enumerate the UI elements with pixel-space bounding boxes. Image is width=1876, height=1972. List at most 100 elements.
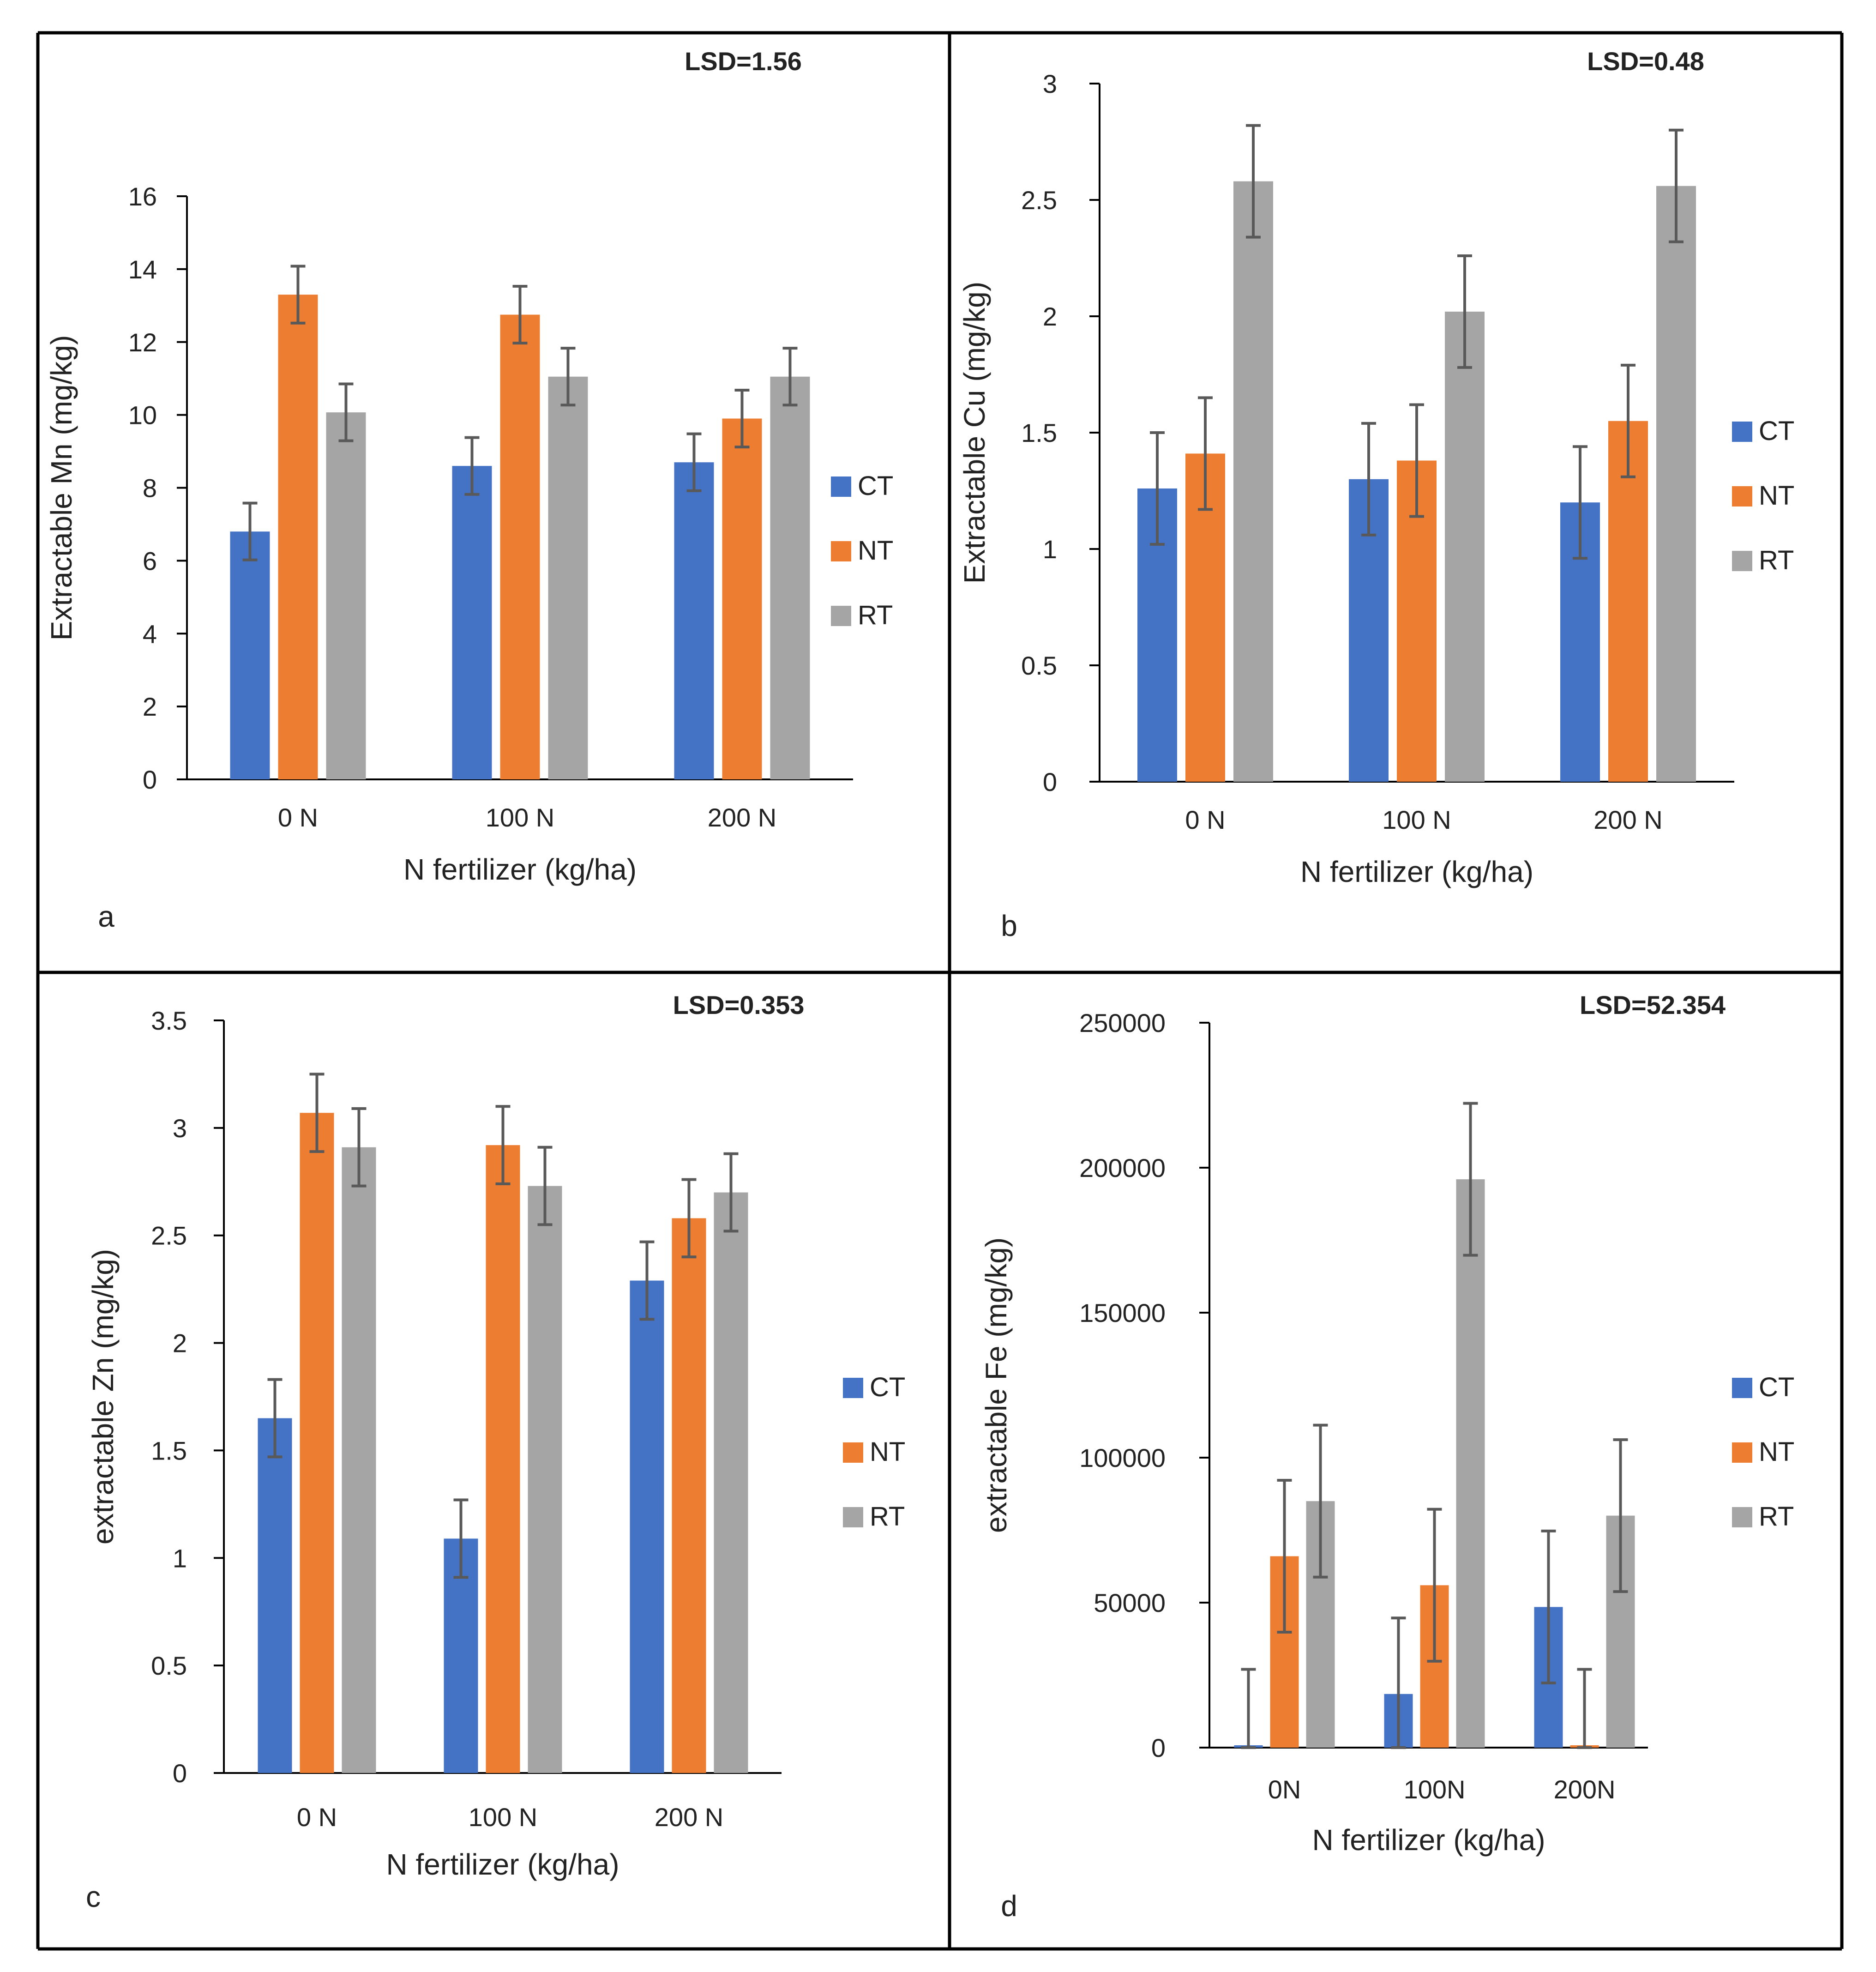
x-category-label: 0N: [1268, 1775, 1301, 1804]
x-category-label: 200N: [1554, 1775, 1616, 1804]
y-tick-label: 2.5: [1021, 186, 1057, 215]
legend: CT NT RT: [1732, 1372, 1794, 1532]
legend-label-CT: CT: [1759, 416, 1794, 446]
bar-RT-1: [1456, 1179, 1485, 1748]
legend-label-CT: CT: [858, 471, 893, 501]
legend-label-RT: RT: [1759, 545, 1794, 575]
y-tick-label: 14: [128, 255, 157, 284]
bar-RT-1: [1445, 311, 1485, 782]
y-axis-title: extractable Zn (mg/kg): [86, 1249, 120, 1544]
bar-NT-2: [1608, 421, 1648, 782]
lsd-annotation: LSD=52.354: [1580, 990, 1726, 1019]
y-tick-label: 8: [143, 474, 157, 503]
x-axis-title: N fertilizer (kg/ha): [1312, 1823, 1545, 1857]
y-tick-label: 1: [173, 1544, 187, 1573]
bar-CT-1: [452, 466, 492, 779]
legend: CT NT RT: [831, 471, 893, 630]
panel-letter: d: [1001, 1889, 1017, 1923]
y-tick-label: 250000: [1079, 1008, 1166, 1037]
x-category-label: 0 N: [297, 1803, 337, 1832]
bar-RT-0: [342, 1147, 376, 1773]
y-tick-label: 1.5: [1021, 418, 1057, 447]
bar-CT-0: [258, 1418, 292, 1773]
y-tick-label: 12: [128, 328, 157, 357]
y-tick-label: 1: [1043, 535, 1057, 564]
legend-swatch-NT: [1732, 1442, 1752, 1463]
x-axis-title: N fertilizer (kg/ha): [1300, 855, 1533, 888]
y-axis-title: extractable Fe (mg/kg): [980, 1237, 1013, 1533]
x-category-label: 200 N: [1593, 805, 1662, 834]
y-tick-label: 50000: [1094, 1588, 1166, 1617]
legend-swatch-RT: [1732, 1507, 1752, 1527]
legend-label-NT: NT: [1759, 481, 1794, 511]
lsd-annotation: LSD=0.48: [1587, 47, 1704, 76]
y-tick-label: 10: [128, 401, 157, 430]
panel-borders: [36, 31, 1844, 1951]
y-tick-label: 150000: [1079, 1298, 1166, 1327]
panel-letter: a: [98, 900, 114, 933]
x-category-label: 100 N: [486, 803, 554, 832]
y-tick-label: 0: [1151, 1733, 1166, 1762]
chart-panel-c: 0 0.5 1 1.5 2 2.5 3 3.5 0 N 100 N 200 N N fertilize…: [86, 990, 905, 1913]
x-category-label: 100N: [1404, 1775, 1466, 1804]
y-tick-label: 3: [1043, 69, 1057, 98]
bar-CT-0: [230, 531, 270, 779]
legend-swatch-RT: [1732, 551, 1752, 571]
bar-RT-2: [714, 1192, 748, 1773]
bar-CT-2: [674, 462, 714, 779]
bar-NT-1: [500, 314, 540, 779]
legend-label-NT: NT: [858, 536, 893, 566]
bar-RT-2: [770, 376, 810, 779]
bar-NT-2: [672, 1218, 706, 1773]
panel-letter: b: [1001, 909, 1017, 942]
y-tick-label: 6: [143, 546, 157, 575]
bar-RT-1: [528, 1186, 562, 1773]
panel-letter: c: [86, 1880, 101, 1913]
y-tick-label: 1.5: [151, 1436, 187, 1465]
x-category-label: 200 N: [655, 1803, 723, 1832]
x-category-label: 0 N: [1185, 805, 1225, 834]
y-tick-label: 2: [143, 692, 157, 721]
bar-NT-0: [300, 1113, 334, 1773]
y-axis-title: Extractable Cu (mg/kg): [958, 282, 991, 584]
lsd-annotation: LSD=1.56: [685, 47, 802, 76]
bar-NT-1: [486, 1145, 520, 1773]
x-category-label: 100 N: [1382, 805, 1451, 834]
legend-label-CT: CT: [1759, 1372, 1794, 1402]
bar-CT-2: [630, 1280, 664, 1773]
lsd-annotation: LSD=0.353: [673, 990, 805, 1019]
y-tick-label: 100000: [1079, 1443, 1166, 1472]
legend-swatch-CT: [831, 476, 851, 497]
x-axis-title: N fertilizer (kg/ha): [403, 853, 637, 886]
legend: CT NT RT: [843, 1372, 905, 1532]
legend-label-RT: RT: [1759, 1502, 1794, 1532]
y-tick-label: 0: [173, 1759, 187, 1788]
y-axis-title: Extractable Mn (mg/kg): [45, 335, 78, 641]
y-tick-label: 0.5: [151, 1651, 187, 1680]
bar-NT-2: [722, 418, 762, 779]
y-tick-label: 2: [1043, 302, 1057, 331]
chart-panel-d: 0 50000 100000 150000 200000 250000 0N 100N 200N…: [980, 990, 1794, 1923]
legend-swatch-RT: [831, 606, 851, 626]
chart-panel-a: 0 2 4 6 8 10 12 14 16 0 N 100 N 200 N N fertilizer (…: [45, 47, 893, 933]
bar-NT-0: [278, 295, 318, 779]
legend-swatch-NT: [831, 541, 851, 561]
x-axis-title: N fertilizer (kg/ha): [386, 1848, 619, 1881]
legend-swatch-NT: [1732, 486, 1752, 507]
y-tick-label: 0: [143, 765, 157, 794]
y-tick-label: 3: [173, 1114, 187, 1143]
bar-RT-0: [326, 412, 366, 779]
y-tick-label: 0.5: [1021, 651, 1057, 680]
chart-panel-b: 0 0.5 1 1.5 2 2.5 3 0 N 100 N 200 N N fertilizer (…: [958, 47, 1794, 942]
y-tick-label: 16: [128, 182, 157, 211]
y-tick-label: 2: [173, 1329, 187, 1358]
legend-label-NT: NT: [870, 1437, 905, 1467]
legend-label-RT: RT: [858, 600, 893, 630]
legend-swatch-NT: [843, 1442, 863, 1463]
legend-swatch-CT: [1732, 422, 1752, 442]
legend-swatch-RT: [843, 1507, 863, 1527]
x-category-label: 200 N: [708, 803, 776, 832]
bar-RT-0: [1233, 181, 1273, 782]
